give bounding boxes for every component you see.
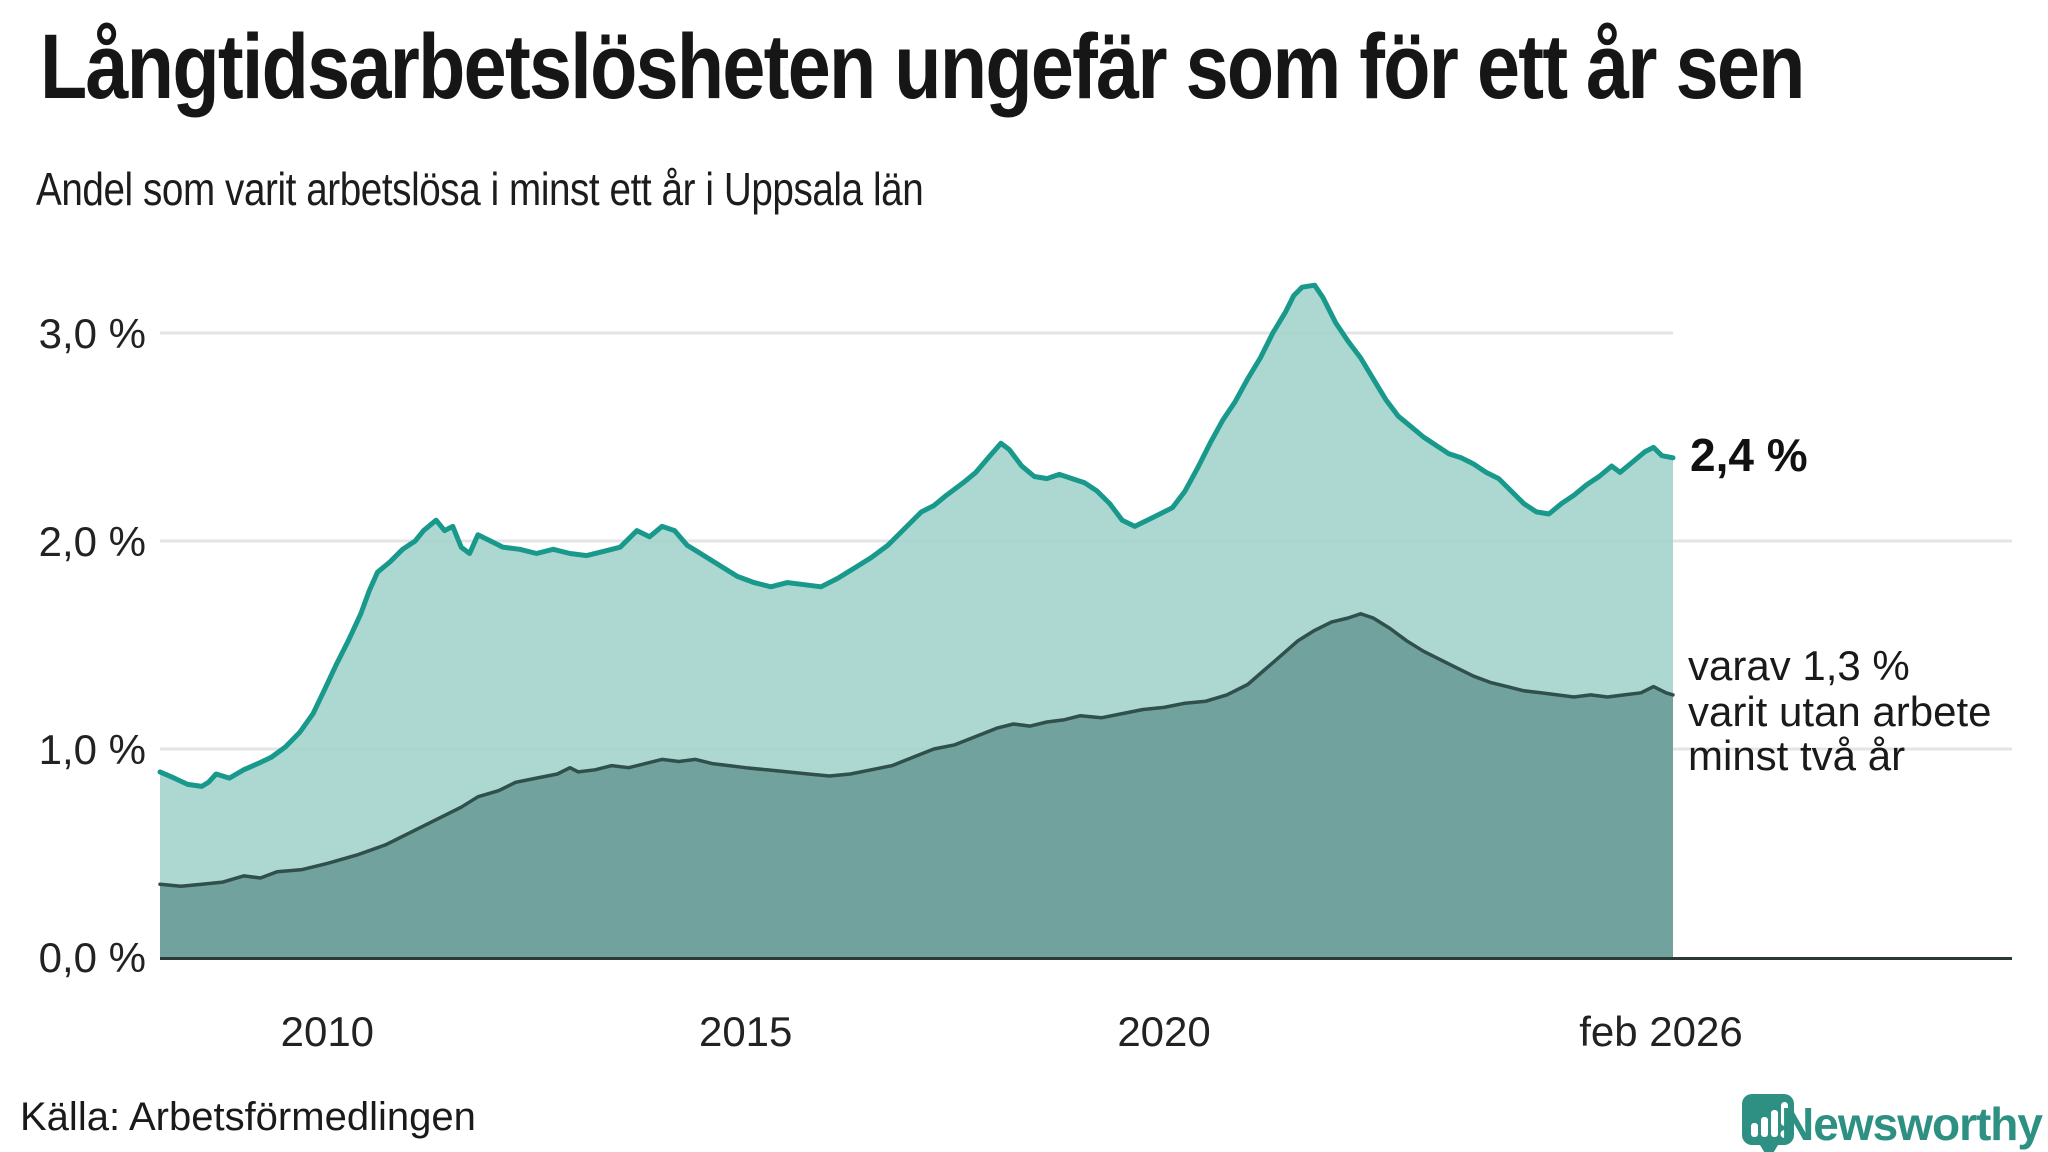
source-credit: Källa: Arbetsförmedlingen bbox=[20, 1095, 476, 1139]
newsworthy-pin-icon bbox=[1742, 1094, 1794, 1152]
bar-chart-icon bbox=[1751, 1123, 1758, 1137]
newsworthy-logo: Newsworthy bbox=[1742, 1094, 2044, 1152]
bar-chart-icon bbox=[1771, 1110, 1778, 1137]
x-axis-tick-label: 2010 bbox=[281, 1008, 374, 1055]
y-axis-tick-label: 3,0 % bbox=[39, 310, 146, 357]
exclamation-icon bbox=[1781, 1102, 1788, 1126]
series-end-value-label: 2,4 % bbox=[1690, 429, 1808, 481]
page-subtitle: Andel som varit arbetslösa i minst ett å… bbox=[36, 164, 923, 215]
exclamation-dot bbox=[1780, 1130, 1789, 1138]
series-note-line-2: varit utan arbete bbox=[1688, 688, 1992, 735]
tick-labels-layer: 0,0 % 1,0 % 2,0 % 3,0 % 2010 2015 2020 feb 2026 bbox=[39, 310, 1743, 1055]
y-axis-tick-label: 1,0 % bbox=[39, 726, 146, 773]
x-axis-tick-label: feb 2026 bbox=[1579, 1008, 1743, 1055]
area-minst-tva-ar bbox=[160, 613, 1673, 957]
x-axis-tick-label: 2020 bbox=[1117, 1008, 1210, 1055]
y-axis-tick-label: 2,0 % bbox=[39, 518, 146, 565]
series-note-line-1: varav 1,3 % bbox=[1688, 642, 1910, 689]
page-title: Långtidsarbetslösheten ungefär som för e… bbox=[40, 16, 1804, 119]
x-axis-tick-label: 2015 bbox=[699, 1008, 792, 1055]
brand-name: Newsworthy bbox=[1781, 1098, 2043, 1150]
bar-chart-icon bbox=[1761, 1117, 1768, 1137]
y-axis-tick-label: 0,0 % bbox=[39, 934, 146, 981]
series-layer bbox=[157, 282, 1676, 957]
line-minst-ett-ar bbox=[157, 282, 1676, 789]
series-note-line-3: minst två år bbox=[1688, 732, 1905, 779]
line-minst-tva-ar bbox=[158, 612, 1675, 889]
